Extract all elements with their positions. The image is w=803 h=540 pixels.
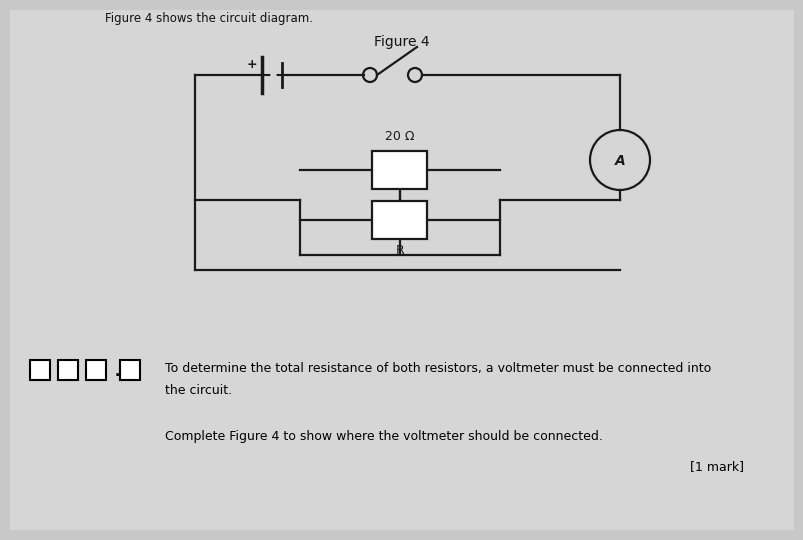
- Bar: [86, 360, 106, 380]
- Bar: [372, 201, 427, 239]
- Text: R: R: [395, 244, 404, 257]
- Bar: [120, 360, 140, 380]
- Text: 2: 2: [63, 363, 72, 376]
- Text: the circuit.: the circuit.: [165, 384, 232, 397]
- Text: 1: 1: [92, 363, 100, 376]
- Text: [1 mark]: [1 mark]: [689, 460, 743, 473]
- Text: A: A: [613, 154, 625, 168]
- Text: 0: 0: [35, 363, 45, 376]
- Text: 1: 1: [125, 363, 134, 376]
- Text: +: +: [247, 58, 257, 71]
- Bar: [30, 360, 50, 380]
- Bar: [58, 360, 78, 380]
- Text: Complete Figure 4 to show where the voltmeter should be connected.: Complete Figure 4 to show where the volt…: [165, 430, 602, 443]
- Text: 20 Ω: 20 Ω: [385, 130, 414, 143]
- Text: .: .: [114, 365, 120, 379]
- Text: Figure 4: Figure 4: [373, 35, 430, 49]
- Text: To determine the total resistance of both resistors, a voltmeter must be connect: To determine the total resistance of bot…: [165, 362, 711, 375]
- Text: Figure 4 shows the circuit diagram.: Figure 4 shows the circuit diagram.: [105, 12, 312, 25]
- Bar: [372, 151, 427, 189]
